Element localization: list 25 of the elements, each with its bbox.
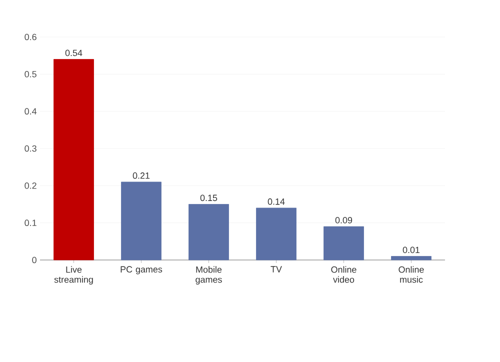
y-tick-label: 0.5	[24, 70, 36, 78]
x-tick-label: TV	[270, 266, 282, 272]
y-tick-label: 0.6	[24, 34, 36, 40]
y-tick-label: 0.1	[24, 220, 36, 226]
x-tick-label: Live streaming	[54, 266, 93, 285]
y-tick-label: 0	[32, 256, 36, 264]
x-tick-label: Online music	[398, 266, 424, 283]
x-tick-label: Mobile games	[196, 266, 222, 285]
x-tick-label: PC games	[120, 266, 162, 274]
bar	[188, 204, 229, 260]
data-label: 0.21	[132, 172, 150, 179]
y-tick-label: 0.3	[24, 145, 36, 152]
bar	[256, 208, 296, 260]
data-label: 0.15	[200, 194, 218, 202]
data-label: 0.14	[268, 198, 285, 205]
data-label: 0.54	[65, 50, 82, 56]
y-tick-label: 0.2	[24, 182, 36, 189]
bar	[121, 182, 162, 260]
x-tick-label: Online video	[331, 266, 356, 283]
bar	[54, 59, 94, 260]
bar	[391, 256, 432, 260]
data-label: 0.01	[402, 246, 420, 254]
y-tick-label: 0.4	[24, 108, 37, 115]
bar	[324, 226, 364, 260]
data-label: 0.09	[335, 217, 352, 224]
